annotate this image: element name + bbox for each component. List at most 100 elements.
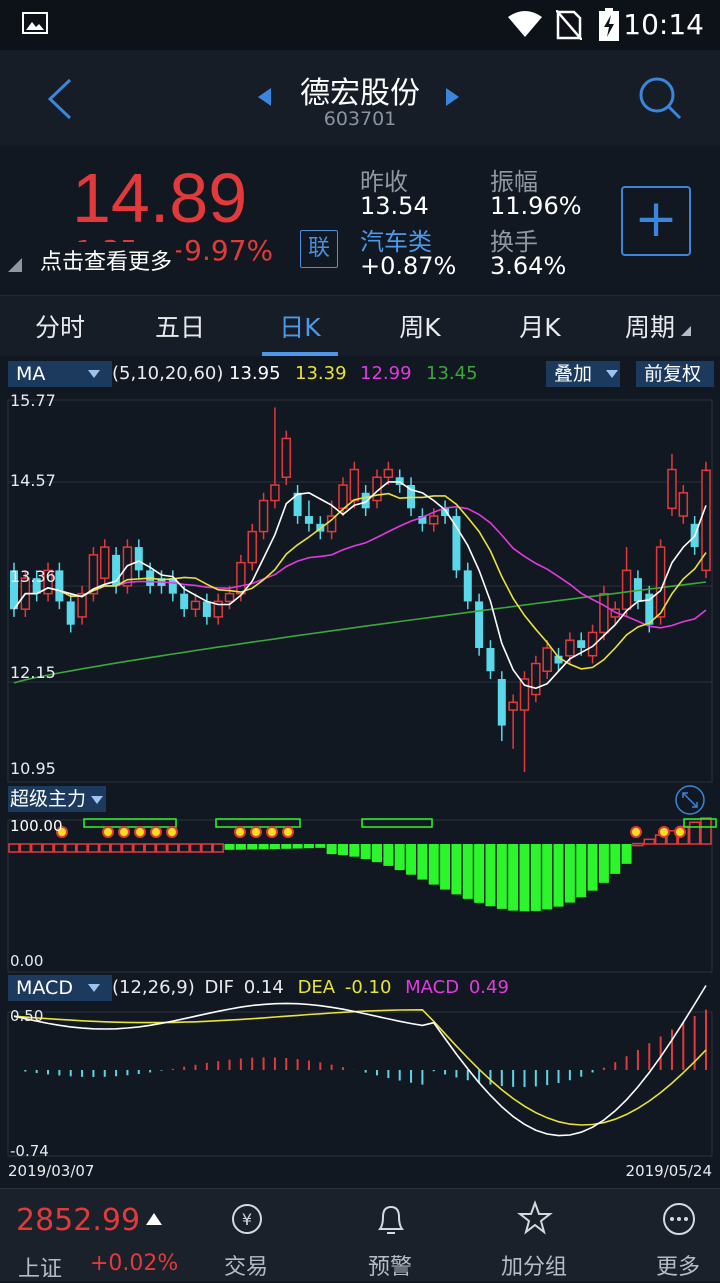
kline-chart[interactable]: 15.77 14.57 13.36 12.15 10.95 100.00 0.0… <box>0 394 720 1186</box>
zl-signal-box <box>683 818 717 828</box>
zl-bar <box>474 844 485 903</box>
candle-body <box>599 592 609 634</box>
zl-signal-dot <box>630 826 642 838</box>
zl-select[interactable]: 超级主力 <box>8 786 106 812</box>
tab-period[interactable]: 周期 <box>624 313 675 342</box>
ma5-line <box>13 481 707 690</box>
zl-bar <box>30 843 43 853</box>
zl-bar <box>394 844 405 871</box>
candle-body <box>519 678 530 711</box>
search-icon[interactable] <box>638 76 682 120</box>
prev-close-value: 13.54 <box>360 192 429 220</box>
zl-bar <box>167 843 179 853</box>
zl-signal-dot <box>266 826 278 838</box>
zl-bar <box>530 844 541 911</box>
zl-bar <box>621 844 632 864</box>
adjust-select[interactable]: 前复权 <box>636 361 714 387</box>
candle-body <box>66 601 75 625</box>
macd-dropdown-icon <box>88 984 100 992</box>
candle-body <box>224 592 235 603</box>
overlay-label: 叠加 <box>554 363 593 385</box>
tab-daily-k[interactable]: 日K <box>279 313 321 342</box>
linked-button[interactable]: 联 <box>300 230 338 268</box>
nav-alert-label: 预警 <box>367 1255 412 1280</box>
chart-area[interactable]: MA (5,10,20,60) 13.95 13.39 12.99 13.45 … <box>0 356 720 1186</box>
ma10-line <box>13 492 707 670</box>
dea-value: -0.10 <box>344 977 392 998</box>
more-icon <box>663 1203 695 1235</box>
candle-body <box>621 569 632 610</box>
fullscreen-icon[interactable] <box>674 784 706 816</box>
tab-intraday[interactable]: 分时 <box>34 313 85 342</box>
dif-line <box>13 985 707 1137</box>
index-name: 上证 <box>18 1257 63 1282</box>
candle-body <box>452 516 461 571</box>
zl-bar <box>144 843 156 853</box>
back-arrow-icon[interactable] <box>42 76 78 122</box>
zl-signal-dot <box>102 826 114 838</box>
dea-line <box>13 1008 707 1126</box>
zl-bar <box>224 844 235 850</box>
zl-bar <box>99 843 111 853</box>
candle-body <box>168 578 177 594</box>
zl-bar <box>8 843 20 853</box>
zl-bar <box>564 844 575 903</box>
candle-body <box>100 546 110 579</box>
macd-indicator-line: (12,26,9) DIF 0.14 DEA -0.10 MACD 0.49 <box>112 977 509 998</box>
macd-frame <box>7 1011 713 1157</box>
sector-link[interactable]: 汽车类 <box>360 228 432 256</box>
nav-add-group[interactable]: 加分组 <box>474 1189 594 1281</box>
candle-body <box>134 547 143 571</box>
nav-more[interactable]: 更多 <box>618 1189 720 1281</box>
ma-params: (5,10,20,60) <box>112 363 224 384</box>
zl-signal-dot <box>234 826 246 838</box>
candle-body <box>486 647 495 672</box>
zl-bar <box>349 844 360 857</box>
nav-alert[interactable]: 预警 <box>330 1189 450 1281</box>
trade-icon: ¥ <box>232 1204 262 1234</box>
add-watchlist-button[interactable]: + <box>621 186 691 256</box>
zl-bar <box>451 844 462 895</box>
corner-triangle-icon <box>8 258 22 272</box>
zl-bar <box>337 844 348 855</box>
zl-top-label: 100.00 <box>10 817 63 835</box>
zl-bar <box>360 844 371 860</box>
zl-bars-group <box>8 817 717 912</box>
index-value[interactable]: 2852.99 <box>16 1203 141 1238</box>
zl-bar <box>666 830 678 845</box>
candle-body <box>32 578 41 594</box>
gallery-icon <box>22 12 48 34</box>
price-axis-label: 14.57 <box>10 471 56 490</box>
tab-monthly-k[interactable]: 月K <box>519 313 561 342</box>
zl-bar <box>508 844 519 911</box>
view-more-tip[interactable]: 点击查看更多 <box>36 242 177 278</box>
candle-body <box>88 554 99 595</box>
zl-bar <box>598 844 609 883</box>
overlay-select[interactable]: 叠加 <box>546 361 620 387</box>
bottom-nav: 2852.99 上证 +0.02% ¥ 交易 预警 加分组 更多 <box>0 1188 720 1282</box>
zl-bar <box>485 844 496 907</box>
battery-charging-icon <box>599 8 619 41</box>
nav-trade[interactable]: ¥ 交易 <box>186 1189 306 1281</box>
tab-weekly-k[interactable]: 周K <box>399 313 441 342</box>
index-change: +0.02% <box>90 1251 179 1276</box>
macd-bottom-label: -0.74 <box>10 1142 49 1160</box>
svg-text:¥: ¥ <box>242 1210 252 1229</box>
candle-body <box>678 492 689 517</box>
kline-frame <box>7 399 713 783</box>
quote-panel[interactable]: 14.89 +1.35 +9.97% 点击查看更多 联 昨收 13.54 汽车类… <box>0 146 720 294</box>
tab-five-day[interactable]: 五日 <box>154 313 205 342</box>
candle-body <box>463 570 472 602</box>
candle-body <box>202 601 211 617</box>
amplitude-value: 11.96% <box>490 192 582 220</box>
ma-dropdown-icon <box>88 370 100 378</box>
candle-body <box>43 569 53 595</box>
zl-bar <box>462 844 473 899</box>
period-tabs: 分时 五日 日K 周K 月K 周期 <box>0 295 720 356</box>
ma10-value: 13.39 <box>295 363 347 384</box>
stock-name: 德宏股份 <box>300 76 420 111</box>
prev-stock-icon[interactable] <box>258 88 272 106</box>
next-stock-icon[interactable] <box>446 88 460 106</box>
dif-value: 0.14 <box>243 977 284 998</box>
ma60-line <box>13 581 707 684</box>
